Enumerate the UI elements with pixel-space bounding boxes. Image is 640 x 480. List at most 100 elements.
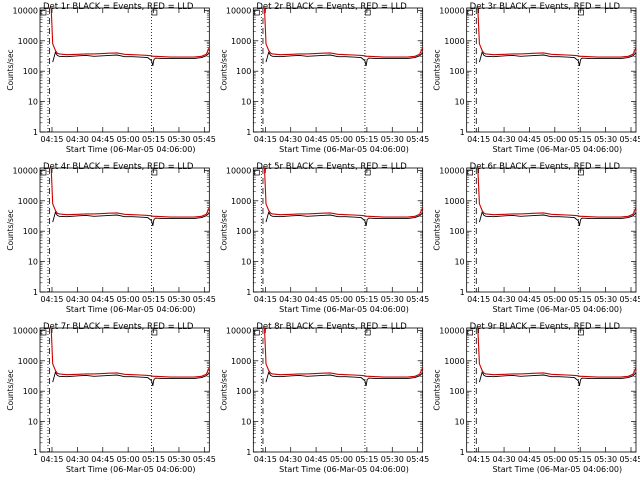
x-axis-label: Start Time (06-Mar-05 04:06:00) <box>279 465 409 474</box>
x-axis-label: Start Time (06-Mar-05 04:06:00) <box>493 305 623 314</box>
y-tick-label: 1 <box>33 128 38 137</box>
x-tick-label: 05:00 <box>543 295 566 304</box>
y-tick-label: 1000 <box>444 37 464 46</box>
plot-frame <box>39 7 210 133</box>
x-axis-label: Start Time (06-Mar-05 04:06:00) <box>66 145 196 154</box>
y-tick-label: 1000 <box>444 357 464 366</box>
chart-title: Det 2r BLACK = Events, RED = LLD <box>256 2 407 12</box>
x-tick-label: 05:45 <box>193 135 216 144</box>
x-tick-label: 05:45 <box>193 295 216 304</box>
x-tick-label: 05:15 <box>569 295 592 304</box>
series-line-lld <box>50 167 210 218</box>
x-tick-label: 05:45 <box>619 295 640 304</box>
y-tick-label: 10 <box>454 258 464 267</box>
y-tick-label: 100 <box>23 387 38 396</box>
y-tick-label: 1000 <box>18 197 38 206</box>
y-tick-label: 10000 <box>226 166 251 175</box>
series-line-lld <box>477 167 637 218</box>
x-tick-label: 04:30 <box>279 455 302 464</box>
y-axis-label: Counts/sec <box>433 369 442 410</box>
x-axis-label: Start Time (06-Mar-05 04:06:00) <box>493 145 623 154</box>
chart-panel-2: Det 2r BLACK = Events, RED = LLD 1 10 100 10… <box>219 2 429 154</box>
y-tick-label: 10000 <box>226 326 251 335</box>
x-tick-label: 05:30 <box>381 135 404 144</box>
x-tick-label: 05:45 <box>406 455 429 464</box>
x-tick-label: 04:45 <box>518 135 541 144</box>
corner-marker <box>253 329 260 336</box>
chart-title: Det 4r BLACK = Events, RED = LLD <box>43 162 194 172</box>
chart-title: Det 9r BLACK = Events, RED = LLD <box>470 322 621 332</box>
corner-marker <box>578 329 584 336</box>
x-tick-label: 05:00 <box>330 135 353 144</box>
y-tick-label: 1 <box>246 128 251 137</box>
x-tick-label: 05:15 <box>142 455 165 464</box>
x-tick-label: 04:45 <box>305 455 328 464</box>
x-tick-label: 05:45 <box>406 135 429 144</box>
series-line-events <box>265 51 424 67</box>
x-tick-label: 05:00 <box>330 295 353 304</box>
series-line-lld <box>477 7 637 58</box>
series-line-lld <box>263 167 424 218</box>
y-tick-label: 1 <box>246 288 251 297</box>
y-tick-label: 1 <box>33 448 38 457</box>
x-tick-label: 05:45 <box>619 135 640 144</box>
y-tick-label: 10 <box>28 418 38 427</box>
corner-marker <box>364 9 371 16</box>
x-tick-label: 05:15 <box>569 455 592 464</box>
x-tick-label: 05:00 <box>330 455 353 464</box>
y-tick-label: 10 <box>454 98 464 107</box>
x-tick-label: 04:15 <box>467 295 490 304</box>
corner-marker <box>151 9 158 16</box>
x-tick-label: 05:00 <box>117 295 140 304</box>
x-tick-label: 04:15 <box>40 295 63 304</box>
chart-panel-6: Det 6r BLACK = Events, RED = LLD 1 10 100 10… <box>433 162 640 314</box>
x-tick-label: 05:45 <box>193 455 216 464</box>
corner-marker <box>151 329 158 336</box>
y-tick-label: 10000 <box>13 166 38 175</box>
chart-panel-3: Det 3r BLACK = Events, RED = LLD 1 10 100 10… <box>433 2 640 154</box>
y-axis-label: Counts/sec <box>219 369 228 410</box>
x-tick-label: 05:00 <box>117 135 140 144</box>
corner-marker <box>40 9 47 16</box>
y-axis-label: Counts/sec <box>219 49 228 90</box>
y-axis-label: Counts/sec <box>6 369 15 410</box>
x-tick-label: 04:30 <box>279 295 302 304</box>
y-tick-label: 100 <box>23 67 38 76</box>
x-tick-label: 04:15 <box>467 455 490 464</box>
y-tick-label: 10 <box>28 258 38 267</box>
y-axis-label: Counts/sec <box>433 49 442 90</box>
x-tick-label: 05:15 <box>142 295 165 304</box>
y-tick-label: 1000 <box>18 357 38 366</box>
y-tick-label: 1 <box>460 448 465 457</box>
series-line-events <box>52 371 210 387</box>
y-tick-label: 1 <box>33 288 38 297</box>
plot-frame <box>252 327 424 453</box>
y-tick-label: 1 <box>460 288 465 297</box>
x-tick-label: 05:15 <box>142 135 165 144</box>
y-tick-label: 10000 <box>13 326 38 335</box>
y-tick-label: 10000 <box>13 6 38 15</box>
chart-title: Det 5r BLACK = Events, RED = LLD <box>256 162 407 172</box>
chart-title: Det 8r BLACK = Events, RED = LLD <box>256 322 407 332</box>
x-tick-label: 05:45 <box>619 455 640 464</box>
plot-frame <box>252 167 424 293</box>
x-tick-label: 05:30 <box>381 295 404 304</box>
x-tick-label: 05:00 <box>543 455 566 464</box>
x-tick-label: 04:30 <box>493 455 516 464</box>
corner-marker <box>578 169 584 176</box>
series-line-lld <box>50 327 210 378</box>
chart-title: Det 6r BLACK = Events, RED = LLD <box>470 162 621 172</box>
x-axis-label: Start Time (06-Mar-05 04:06:00) <box>279 305 409 314</box>
corner-marker <box>364 329 371 336</box>
series-line-events <box>478 371 637 386</box>
x-tick-label: 04:15 <box>40 135 63 144</box>
chart-panel-1: Det 1r BLACK = Events, RED = LLD 1 10 100 10… <box>6 2 216 154</box>
x-tick-label: 05:15 <box>355 455 378 464</box>
corner-marker <box>253 169 260 176</box>
corner-marker <box>40 329 47 336</box>
x-tick-label: 05:00 <box>543 135 566 144</box>
chart-title: Det 3r BLACK = Events, RED = LLD <box>470 2 621 12</box>
x-tick-label: 05:00 <box>117 455 140 464</box>
